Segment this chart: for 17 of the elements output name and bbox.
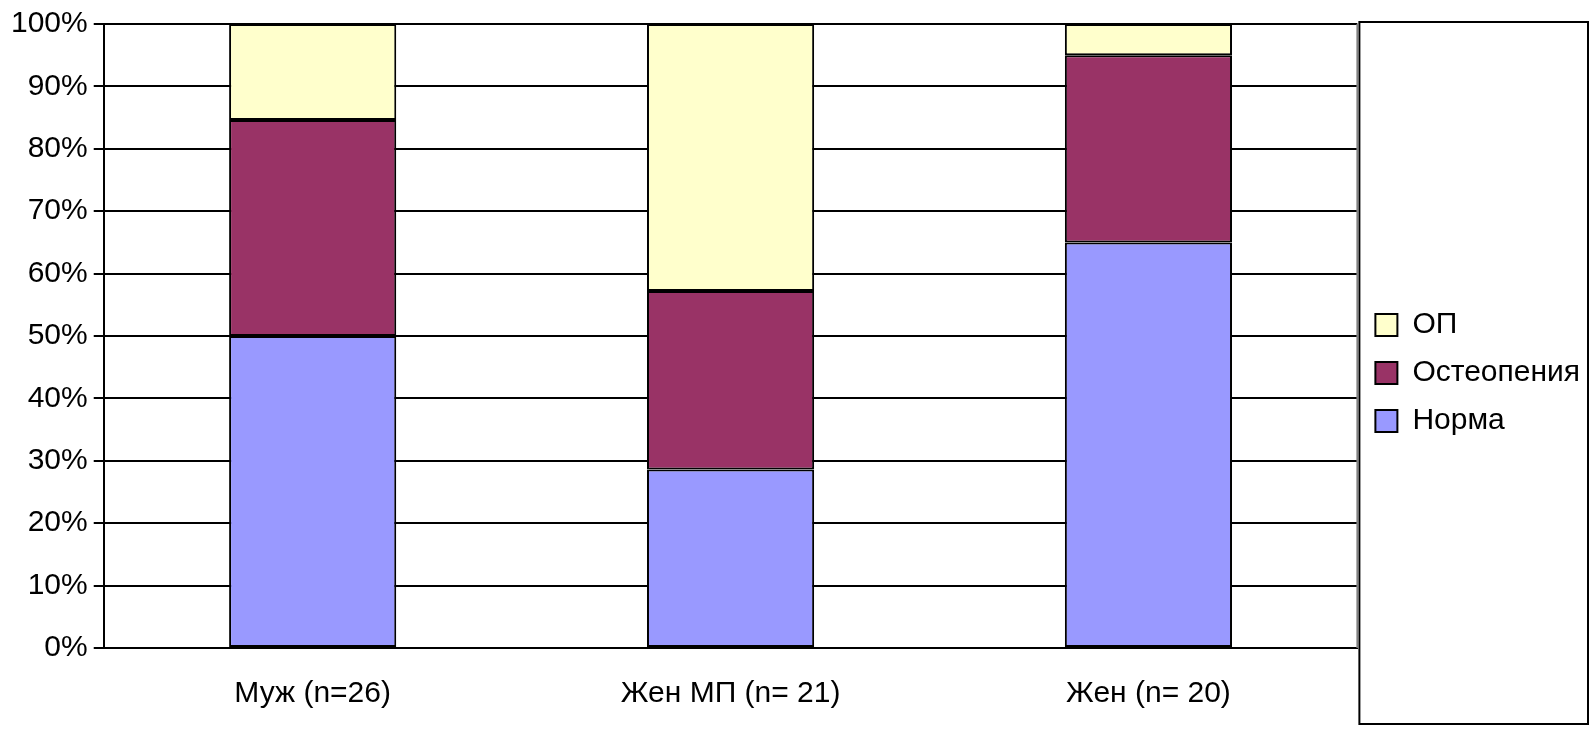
- y-tick-label: 40%: [27, 379, 88, 413]
- legend-label: ОП: [1412, 306, 1458, 340]
- x-tick-label: Муж (n=26): [234, 675, 391, 709]
- y-tick-label: 20%: [27, 504, 88, 538]
- legend-label: Норма: [1412, 402, 1506, 436]
- y-tick-label: 30%: [27, 442, 88, 476]
- legend-label: Остеопения: [1412, 354, 1580, 388]
- y-tick-label: 50%: [27, 317, 88, 351]
- x-tick-label: Жен (n= 20): [1066, 675, 1231, 709]
- y-tick-label: 0%: [44, 629, 88, 663]
- y-tick-label: 10%: [27, 566, 88, 600]
- x-tick-label: Жен МП (n= 21): [620, 675, 841, 709]
- y-tick-label: 60%: [27, 254, 88, 288]
- y-tick-label: 100%: [10, 5, 88, 39]
- y-tick-label: 90%: [27, 67, 88, 101]
- y-tick-label: 80%: [27, 130, 88, 164]
- y-tick-label: 70%: [27, 192, 88, 226]
